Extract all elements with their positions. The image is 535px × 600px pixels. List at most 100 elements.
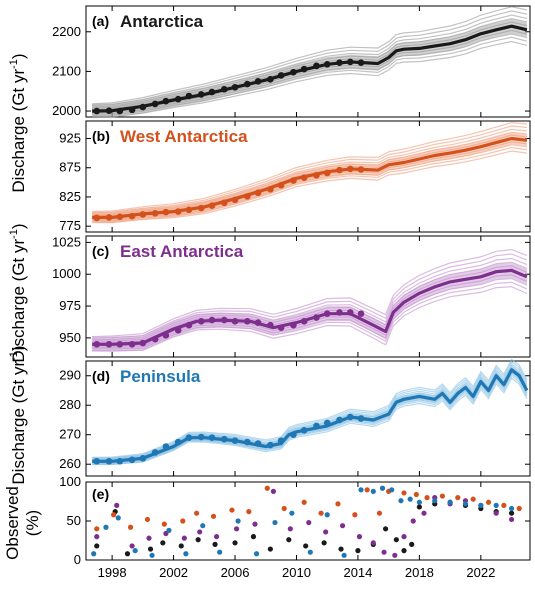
scatter-point xyxy=(229,507,235,513)
scatter-point xyxy=(146,535,152,541)
ensemble-line xyxy=(92,134,527,217)
plot-frame xyxy=(85,5,531,118)
scatter-point xyxy=(447,499,453,505)
scatter-point xyxy=(127,524,134,530)
ylabel-e-line2: (%) xyxy=(23,510,42,536)
x-tick-label: 2006 xyxy=(221,565,250,580)
observed-point xyxy=(105,214,113,221)
y-tick-label: 2100 xyxy=(52,63,81,78)
ensemble-line xyxy=(92,358,528,458)
mean-line xyxy=(92,136,528,219)
observed-point xyxy=(323,310,331,317)
observed-point xyxy=(357,166,365,173)
observed-point xyxy=(151,335,159,343)
scatter-point xyxy=(306,519,312,526)
scatter-point xyxy=(289,510,295,516)
observed-point xyxy=(197,318,205,325)
ensemble-line xyxy=(92,362,528,460)
observed-point xyxy=(116,107,124,115)
panel-label: (e) xyxy=(92,486,109,502)
panel-label: (a) xyxy=(92,13,109,29)
observed-point xyxy=(277,72,285,79)
observed-point xyxy=(139,455,147,462)
observed-point xyxy=(220,85,228,93)
ensemble-line xyxy=(92,6,528,105)
scatter-point xyxy=(401,490,407,496)
scatter-point xyxy=(379,485,386,491)
scatter-point xyxy=(160,540,166,546)
scatter-point xyxy=(376,510,383,516)
scatter-point xyxy=(307,549,313,555)
scatter-point xyxy=(439,493,446,499)
scatter-point xyxy=(338,546,344,552)
observed-point xyxy=(174,208,182,215)
observed-point xyxy=(300,426,308,434)
scatter-point xyxy=(94,526,100,532)
ensemble-line xyxy=(92,248,528,338)
observed-point xyxy=(231,196,239,204)
panel-title: West Antarctica xyxy=(120,127,248,146)
ensemble-line xyxy=(92,128,527,215)
observed-point xyxy=(346,413,354,421)
scatter-point xyxy=(115,515,121,521)
plot-frame xyxy=(85,120,531,233)
y-tick-label: 2200 xyxy=(52,24,81,39)
scatter-point xyxy=(144,516,151,523)
ensemble-line xyxy=(92,141,527,220)
observed-point xyxy=(105,107,113,114)
scatter-point xyxy=(455,495,461,501)
y-tick-label: 270 xyxy=(59,427,81,442)
scatter-point xyxy=(286,537,292,543)
ensemble-line xyxy=(92,144,527,221)
scatter-point xyxy=(358,487,364,493)
observed-point xyxy=(346,165,354,173)
y-tick-label: 2000 xyxy=(52,103,81,118)
x-tick-label: 2014 xyxy=(343,565,372,580)
observed-point xyxy=(313,422,320,430)
scatter-point xyxy=(370,540,376,546)
observed-point xyxy=(346,309,354,316)
ensemble-line xyxy=(92,360,528,459)
scatter-point xyxy=(470,496,476,502)
observed-point xyxy=(220,199,228,207)
observed-point xyxy=(290,321,297,329)
observed-point xyxy=(244,318,251,325)
observed-point xyxy=(105,340,113,348)
panel-title: East Antarctica xyxy=(120,242,244,261)
scatter-point xyxy=(355,548,361,554)
observed-point xyxy=(116,213,124,221)
observed-point xyxy=(254,440,262,447)
scatter-point xyxy=(410,518,416,524)
scatter-point xyxy=(493,502,499,508)
x-tick-label: 2010 xyxy=(282,565,311,580)
scatter-point xyxy=(341,552,347,558)
y-tick-label: 1000 xyxy=(52,266,81,281)
scatter-point xyxy=(352,512,358,518)
plot-frame xyxy=(85,360,531,477)
observed-point xyxy=(151,210,159,217)
scatter-point xyxy=(321,540,327,546)
observed-point xyxy=(267,186,274,193)
observed-point xyxy=(323,419,331,427)
ylabel-ab: Discharge (Gt yr-1) xyxy=(8,53,28,192)
panel-2: 775 825 875 925 (b) West Antarctica xyxy=(59,120,531,233)
observed-point xyxy=(244,438,251,446)
observed-point xyxy=(254,78,262,85)
scatter-point xyxy=(287,526,293,532)
panel-4: 260 270 280 290 (d) Peninsula xyxy=(59,358,531,477)
y-tick-label: 775 xyxy=(59,218,81,233)
ensemble-line xyxy=(92,14,528,108)
ensemble-line xyxy=(92,286,528,352)
y-tick-label: 950 xyxy=(59,330,81,345)
scatter-point xyxy=(132,548,138,554)
scatter-point xyxy=(200,523,206,529)
observed-point xyxy=(139,103,147,111)
observed-point xyxy=(128,212,136,220)
observed-point xyxy=(162,332,170,339)
observed-point xyxy=(139,211,147,218)
scatter-point xyxy=(303,543,309,549)
observed-point xyxy=(300,174,308,181)
observed-point xyxy=(197,91,205,98)
observed-point xyxy=(231,83,239,91)
